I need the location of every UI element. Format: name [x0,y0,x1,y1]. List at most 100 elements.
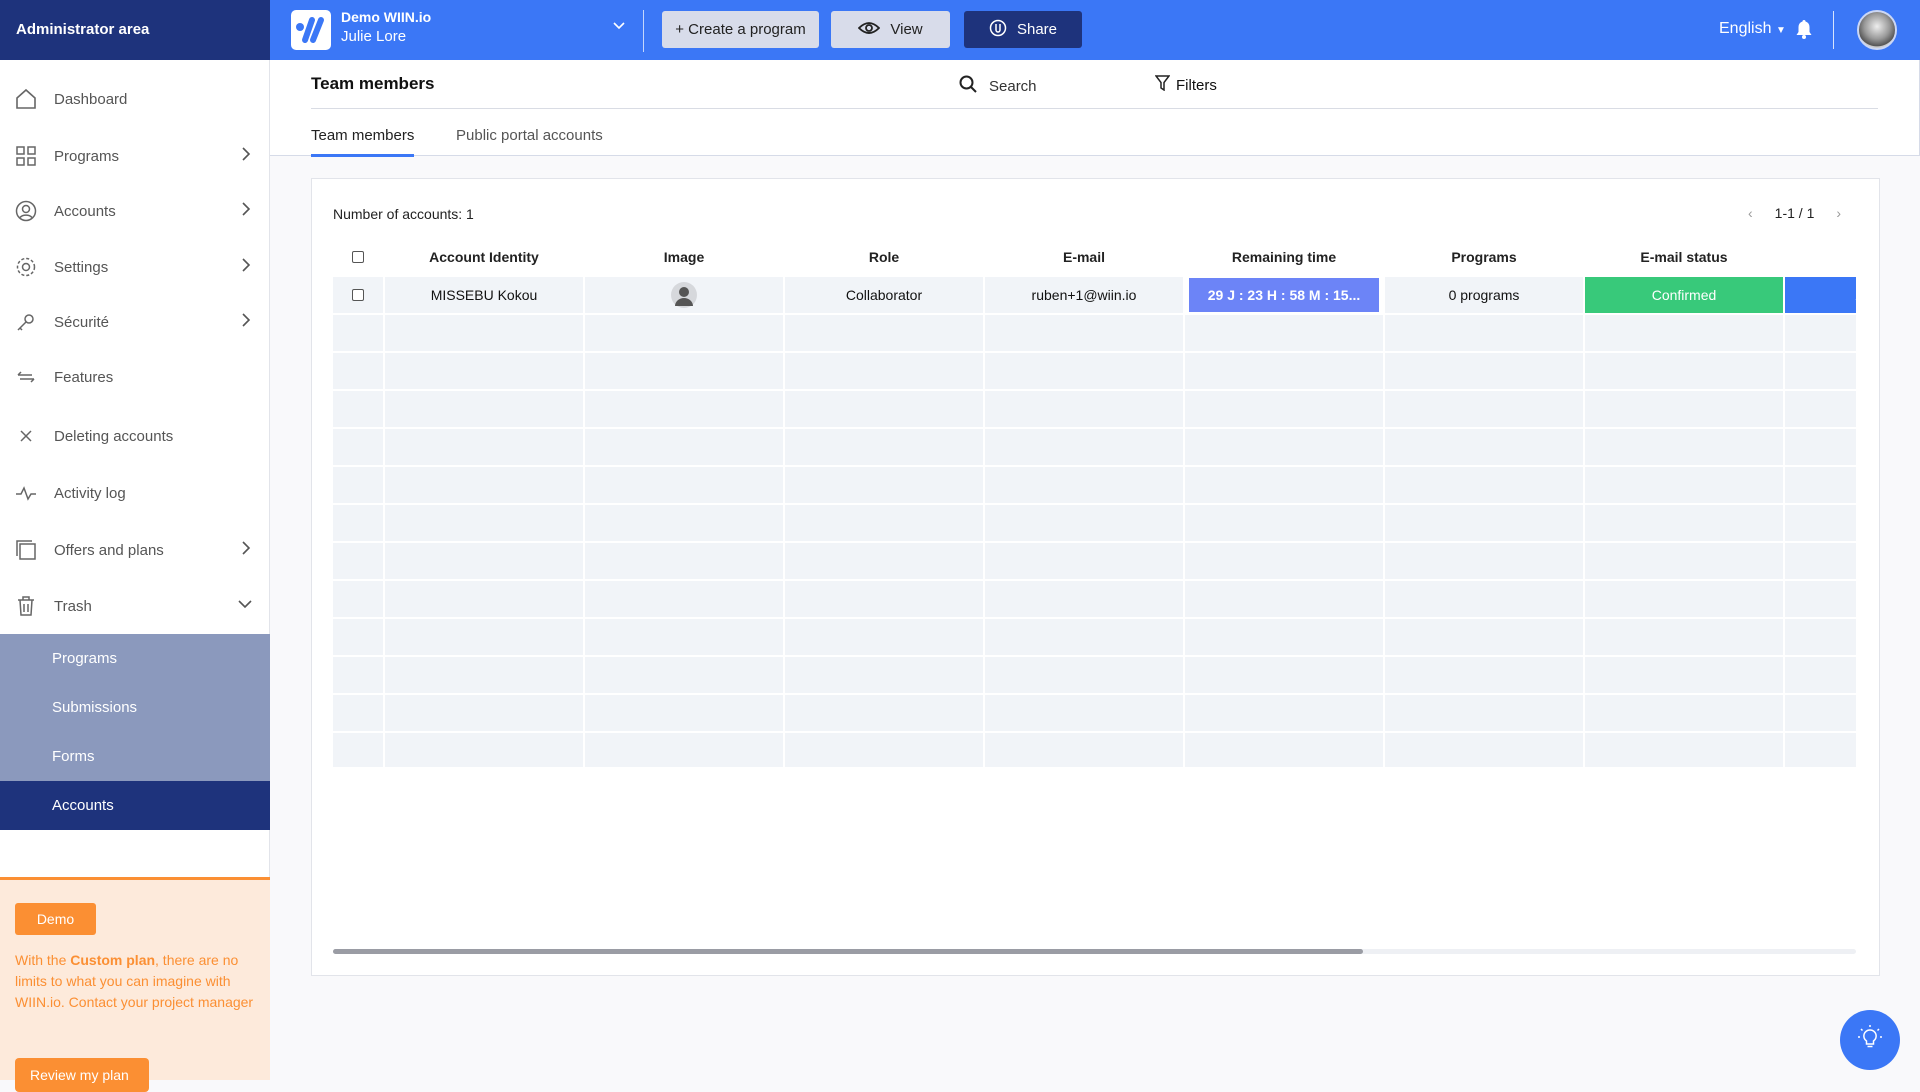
sidebar-item-offers-and-plans[interactable]: Offers and plans [0,525,270,575]
user-name: Julie Lore [341,28,431,45]
sidebar-item-trash[interactable]: Trash [0,581,270,631]
sidebar-item-accounts[interactable]: Accounts [0,186,270,236]
trash-sub-programs[interactable]: Programs [0,634,270,683]
table-cell [585,619,783,655]
column-header[interactable]: Role [785,239,983,275]
checkbox-cell [333,353,383,389]
sidebar-item-programs[interactable]: Programs [0,131,270,181]
table-row [333,353,1856,389]
table-cell [785,353,983,389]
header-checkbox-cell [333,239,383,275]
row-checkbox[interactable] [352,289,364,301]
column-header[interactable]: E-mail status [1585,239,1783,275]
pagination: ‹ 1-1 / 1 › [1748,205,1841,221]
help-button[interactable] [1840,1010,1900,1070]
view-button[interactable]: View [831,11,950,48]
trash-sub-accounts[interactable]: Accounts [0,781,270,830]
table-cell [1785,619,1856,655]
table-cell [585,543,783,579]
column-header[interactable]: Image [585,239,783,275]
tab-team-members[interactable]: Team members [311,127,414,157]
tab-public-portal-accounts[interactable]: Public portal accounts [456,127,603,154]
sidebar-item-features[interactable]: Features [0,352,270,402]
checkbox-cell [333,277,383,313]
scrollbar-thumb[interactable] [333,949,1363,954]
top-bar: Demo WIIN.io Julie Lore + Create a progr… [270,0,1920,60]
column-header[interactable]: Account Identity [385,239,583,275]
chevron-down-icon[interactable] [612,18,626,37]
select-all-checkbox[interactable] [352,251,364,263]
checkbox-cell [333,315,383,351]
bell-icon[interactable] [1795,19,1813,44]
sidebar-item-activity-log[interactable]: Activity log [0,468,270,518]
table-cell [1585,695,1783,731]
search-button[interactable]: Search [959,75,1037,97]
trash-sub-submissions[interactable]: Submissions [0,683,270,732]
column-header[interactable]: Remaining time [1185,239,1383,275]
language-selector[interactable]: English ▼ [1719,20,1786,38]
table-row [333,467,1856,503]
table-cell [1785,353,1856,389]
sidebar-item-dashboard[interactable]: Dashboard [0,74,270,124]
close-icon [14,424,38,448]
filters-button[interactable]: Filters [1155,75,1217,95]
column-header[interactable]: Programs [1385,239,1583,275]
table-cell [1585,505,1783,541]
table-cell [585,315,783,351]
column-header[interactable]: E-mail [985,239,1183,275]
table-cell [1585,467,1783,503]
home-icon [14,87,38,111]
create-program-button[interactable]: + Create a program [662,11,819,48]
sidebar-item-s-curit-[interactable]: Sécurité [0,297,270,347]
trash-sub-forms[interactable]: Forms [0,732,270,781]
next-page-icon[interactable]: › [1836,205,1841,221]
sidebar-item-deleting-accounts[interactable]: Deleting accounts [0,411,270,461]
table-cell [385,657,583,693]
table-cell [1185,657,1383,693]
table-cell [1185,733,1383,767]
review-plan-button[interactable]: Review my plan [15,1058,149,1092]
share-button[interactable]: Share [964,11,1082,48]
table-cell [785,315,983,351]
table-cell [585,391,783,427]
user-avatar[interactable] [1857,10,1897,50]
search-icon [959,75,977,97]
page-range: 1-1 / 1 [1775,205,1815,221]
filter-icon [1155,75,1170,95]
copy-icon [14,538,38,562]
column-header[interactable] [1785,239,1856,275]
table-cell [1785,315,1856,351]
divider [643,10,644,52]
table-cell [385,581,583,617]
sidebar-item-settings[interactable]: Settings [0,242,270,292]
caret-down-icon: ▼ [1776,25,1786,36]
table-cell [1585,391,1783,427]
chevron-right-icon [240,541,252,560]
table-row [333,695,1856,731]
checkbox-cell [333,391,383,427]
horizontal-scrollbar[interactable] [333,949,1856,954]
cell-remaining: 29 J : 23 H : 58 M : 15... [1208,287,1361,303]
table-cell [985,315,1183,351]
table-cell [1785,391,1856,427]
share-label: Share [1017,21,1057,38]
sidebar-item-label: Dashboard [54,91,127,108]
chevron-right-icon [240,147,252,166]
table-cell [1385,733,1583,767]
sidebar-item-label: Trash [54,598,92,615]
table-cell [585,581,783,617]
table-cell [1385,619,1583,655]
table-cell [785,657,983,693]
prev-page-icon[interactable]: ‹ [1748,205,1753,221]
sidebar-item-label: Settings [54,259,108,276]
chevron-right-icon [240,202,252,221]
table-cell [385,733,583,767]
org-switcher[interactable]: Demo WIIN.io Julie Lore [341,9,431,45]
table-cell [1585,315,1783,351]
cell-identity: MISSEBU Kokou [431,287,538,303]
table-cell [985,581,1183,617]
grid-icon [14,144,38,168]
table-cell [1185,353,1383,389]
table-cell [1385,695,1583,731]
